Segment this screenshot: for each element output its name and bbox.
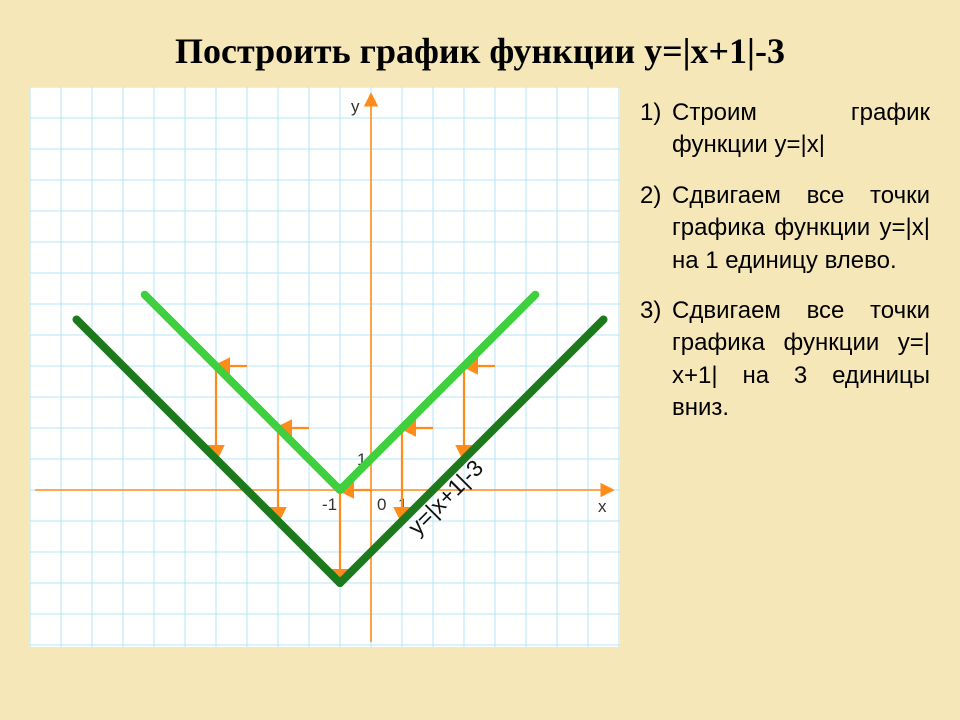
content-row: 01-11хуу=|х+1|-3 Строим график функции у…	[30, 87, 930, 677]
slide: Построить график функции у=|х+1|-3 01-11…	[0, 0, 960, 720]
chart-container: 01-11хуу=|х+1|-3	[30, 87, 620, 647]
steps-list: Строим график функции у=|х| Сдвигаем все …	[640, 87, 930, 677]
tick-0: 0	[377, 495, 386, 514]
function-chart: 01-11хуу=|х+1|-3	[30, 87, 620, 647]
step-item: Строим график функции у=|х|	[640, 97, 930, 162]
curve-label: у=|х+1|-3	[403, 454, 489, 540]
step-item: Сдвигаем все точки графика функции у=|х+…	[640, 295, 930, 425]
step-item: Сдвигаем все точки графика функции у=|х|…	[640, 180, 930, 277]
curve-abs_x_plus_1-left	[145, 295, 340, 490]
page-title: Построить график функции у=|х+1|-3	[30, 30, 930, 72]
tick-m1: -1	[322, 495, 337, 514]
x-axis-label: х	[598, 497, 607, 516]
curve-abs_x_plus_1-right	[340, 295, 535, 490]
y-axis-label: у	[351, 97, 360, 116]
